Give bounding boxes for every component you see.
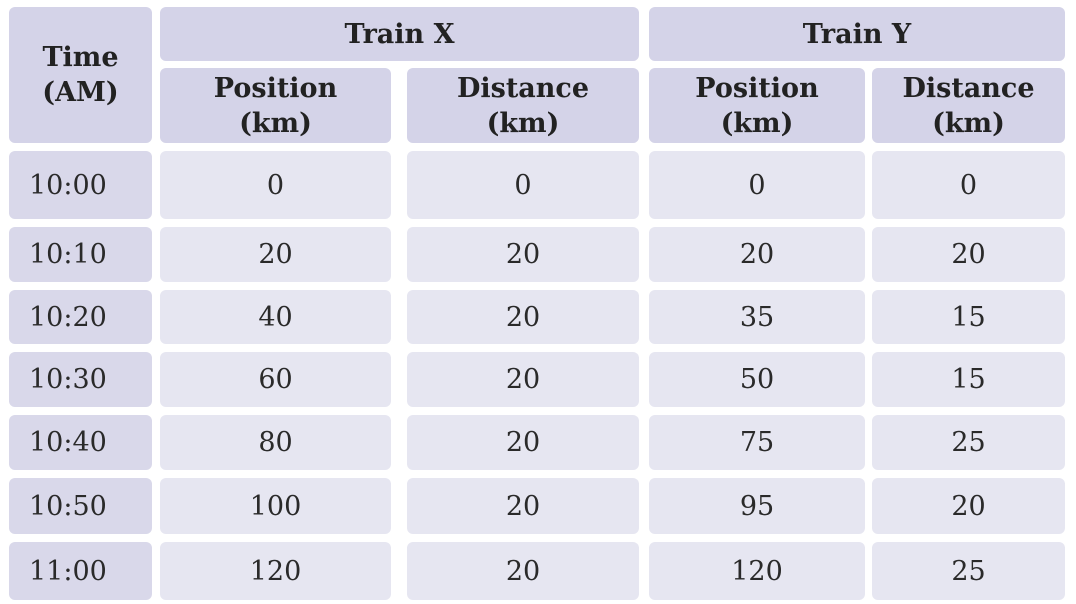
table-row-time: 10:40 xyxy=(9,415,152,470)
train-x-position-cell: 60 xyxy=(160,352,391,407)
train-y-distance-cell: 15 xyxy=(872,352,1065,407)
table-row-time: 10:10 xyxy=(9,227,152,282)
train-x-distance-cell: 20 xyxy=(407,290,639,344)
table-row-time: 10:20 xyxy=(9,290,152,344)
train-y-distance-cell: 0 xyxy=(872,151,1065,219)
train-x-position-header-line2: (km) xyxy=(239,107,312,139)
train-y-distance-header: Distance (km) xyxy=(872,68,1065,143)
train-y-distance-cell: 25 xyxy=(872,415,1065,470)
train-x-position-cell: 20 xyxy=(160,227,391,282)
train-x-position-cell: 80 xyxy=(160,415,391,470)
train-y-distance-cell: 25 xyxy=(872,542,1065,600)
train-x-distance-cell: 0 xyxy=(407,151,639,219)
train-x-distance-header-line2: (km) xyxy=(486,107,560,139)
train-x-distance-cell: 20 xyxy=(407,542,639,600)
train-x-distance-header-line1: Distance xyxy=(456,72,590,104)
train-y-position-cell: 95 xyxy=(649,478,865,534)
train-y-position-header-line1: Position xyxy=(695,72,819,104)
table-row-time: 10:50 xyxy=(9,478,152,534)
train-x-header: Train X xyxy=(160,7,639,61)
time-header-line2: (AM) xyxy=(42,77,119,108)
train-y-distance-cell: 15 xyxy=(872,290,1065,344)
train-x-distance-cell: 20 xyxy=(407,227,639,282)
train-x-position-cell: 120 xyxy=(160,542,391,600)
train-x-position-header-line1: Position xyxy=(213,72,338,104)
train-y-position-cell: 20 xyxy=(649,227,865,282)
table-row-time: 10:00 xyxy=(9,151,152,219)
train-y-position-header: Position (km) xyxy=(649,68,865,143)
train-y-distance-header-line2: (km) xyxy=(932,107,1005,139)
train-y-header: Train Y xyxy=(649,7,1065,61)
train-x-distance-cell: 20 xyxy=(407,478,639,534)
train-y-position-header-line2: (km) xyxy=(720,107,794,139)
train-y-distance-header-line1: Distance xyxy=(902,72,1035,104)
train-x-distance-header: Distance (km) xyxy=(407,68,639,143)
table-row-time: 11:00 xyxy=(9,542,152,600)
table-row-time: 10:30 xyxy=(9,352,152,407)
train-y-position-cell: 0 xyxy=(649,151,865,219)
train-x-position-cell: 0 xyxy=(160,151,391,219)
time-header: Time (AM) xyxy=(9,7,152,143)
train-y-position-cell: 75 xyxy=(649,415,865,470)
train-y-position-cell: 120 xyxy=(649,542,865,600)
train-x-position-cell: 100 xyxy=(160,478,391,534)
train-y-distance-cell: 20 xyxy=(872,227,1065,282)
train-y-distance-cell: 20 xyxy=(872,478,1065,534)
train-x-distance-cell: 20 xyxy=(407,415,639,470)
train-x-position-header: Position (km) xyxy=(160,68,391,143)
train-y-position-cell: 35 xyxy=(649,290,865,344)
train-y-position-cell: 50 xyxy=(649,352,865,407)
time-header-line1: Time xyxy=(42,42,119,73)
train-x-position-cell: 40 xyxy=(160,290,391,344)
train-x-distance-cell: 20 xyxy=(407,352,639,407)
